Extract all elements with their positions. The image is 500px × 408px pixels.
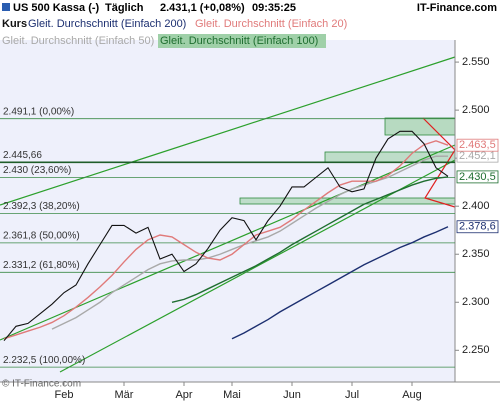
trend-line — [59, 159, 456, 373]
y-tick-label: 2.250 — [462, 344, 490, 356]
y-tick-label: 2.350 — [462, 248, 490, 260]
legend-entry: Gleit. Durchschnitt (Einfach 200) — [28, 18, 186, 30]
level-label: 2.445,66 — [3, 150, 42, 161]
zone — [384, 117, 456, 136]
x-tick-label: Apr — [175, 389, 192, 401]
legend-entry: Gleit. Durchschnitt (Einfach 50) — [2, 35, 154, 47]
y-tick-label: 2.300 — [462, 296, 490, 308]
price-line — [3, 130, 449, 342]
level-label: 2.232,5 (100,00%) — [3, 355, 85, 366]
level-label: 2.491,1 (0,00%) — [3, 106, 74, 117]
symbol: US 500 Kassa (-) — [13, 2, 100, 14]
x-tick-label: Feb — [55, 389, 74, 401]
y-tick-label: 2.550 — [462, 56, 490, 68]
x-tick-label: Jul — [345, 389, 359, 401]
brand: IT-Finance.com — [417, 2, 497, 14]
time: 09:35:25 — [252, 2, 296, 14]
moving-average — [171, 176, 449, 303]
legend-bg — [158, 34, 326, 48]
value-label: 2.452,1 — [459, 150, 496, 162]
value-label-box — [456, 220, 499, 234]
level-label: 2.430 (23,60%) — [3, 165, 71, 176]
copyright: © IT-Finance.com — [2, 379, 81, 390]
legend-entry: Kurs — [2, 18, 27, 30]
y-tick-label: 2.400 — [462, 200, 490, 212]
x-tick-label: Jun — [283, 389, 301, 401]
value-label: 2.378,6 — [459, 221, 496, 233]
value-label: 2.463,5 — [459, 139, 496, 151]
trend-line — [0, 56, 456, 206]
value-label: 2.430,5 — [459, 171, 496, 183]
x-tick-label: Mär — [115, 389, 134, 401]
moving-average — [51, 155, 449, 330]
y-tick-label: 2.500 — [462, 104, 490, 116]
value-label-box — [456, 170, 499, 184]
value-label-box — [456, 138, 499, 152]
interval: Täglich — [105, 2, 144, 14]
moving-average — [3, 140, 449, 340]
level-label: 2.392,3 (38,20%) — [3, 201, 80, 212]
price: 2.431,1 (+0,08%) — [160, 2, 245, 14]
legend-entry: Gleit. Durchschnitt (Einfach 20) — [195, 18, 347, 30]
x-tick-label: Mai — [223, 389, 241, 401]
icon — [2, 3, 10, 11]
level-label: 2.361,8 (50,00%) — [3, 231, 80, 242]
zone — [239, 197, 456, 205]
level-label: 2.331,2 (61,80%) — [3, 260, 80, 271]
moving-average — [231, 226, 449, 340]
x-tick-label: Aug — [402, 389, 422, 401]
legend-entry: Gleit. Durchschnitt (Einfach 100) — [160, 35, 318, 47]
plot-background — [0, 40, 455, 382]
triangle — [422, 117, 456, 208]
